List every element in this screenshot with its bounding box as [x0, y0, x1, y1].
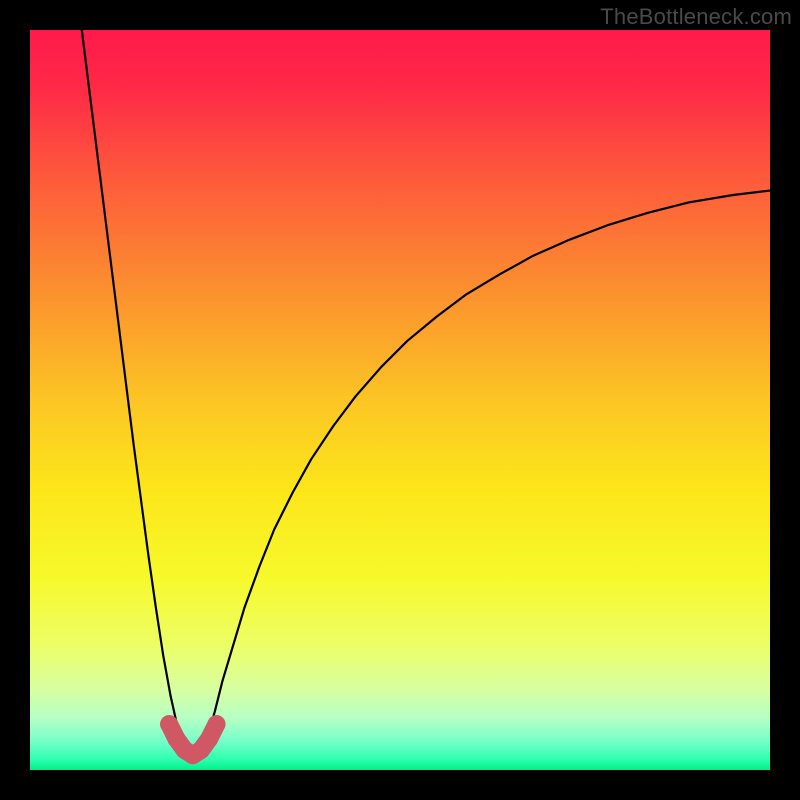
chart-svg [0, 0, 800, 800]
chart-container: TheBottleneck.com [0, 0, 800, 800]
watermark-text: TheBottleneck.com [600, 4, 792, 30]
plot-background [30, 30, 770, 770]
